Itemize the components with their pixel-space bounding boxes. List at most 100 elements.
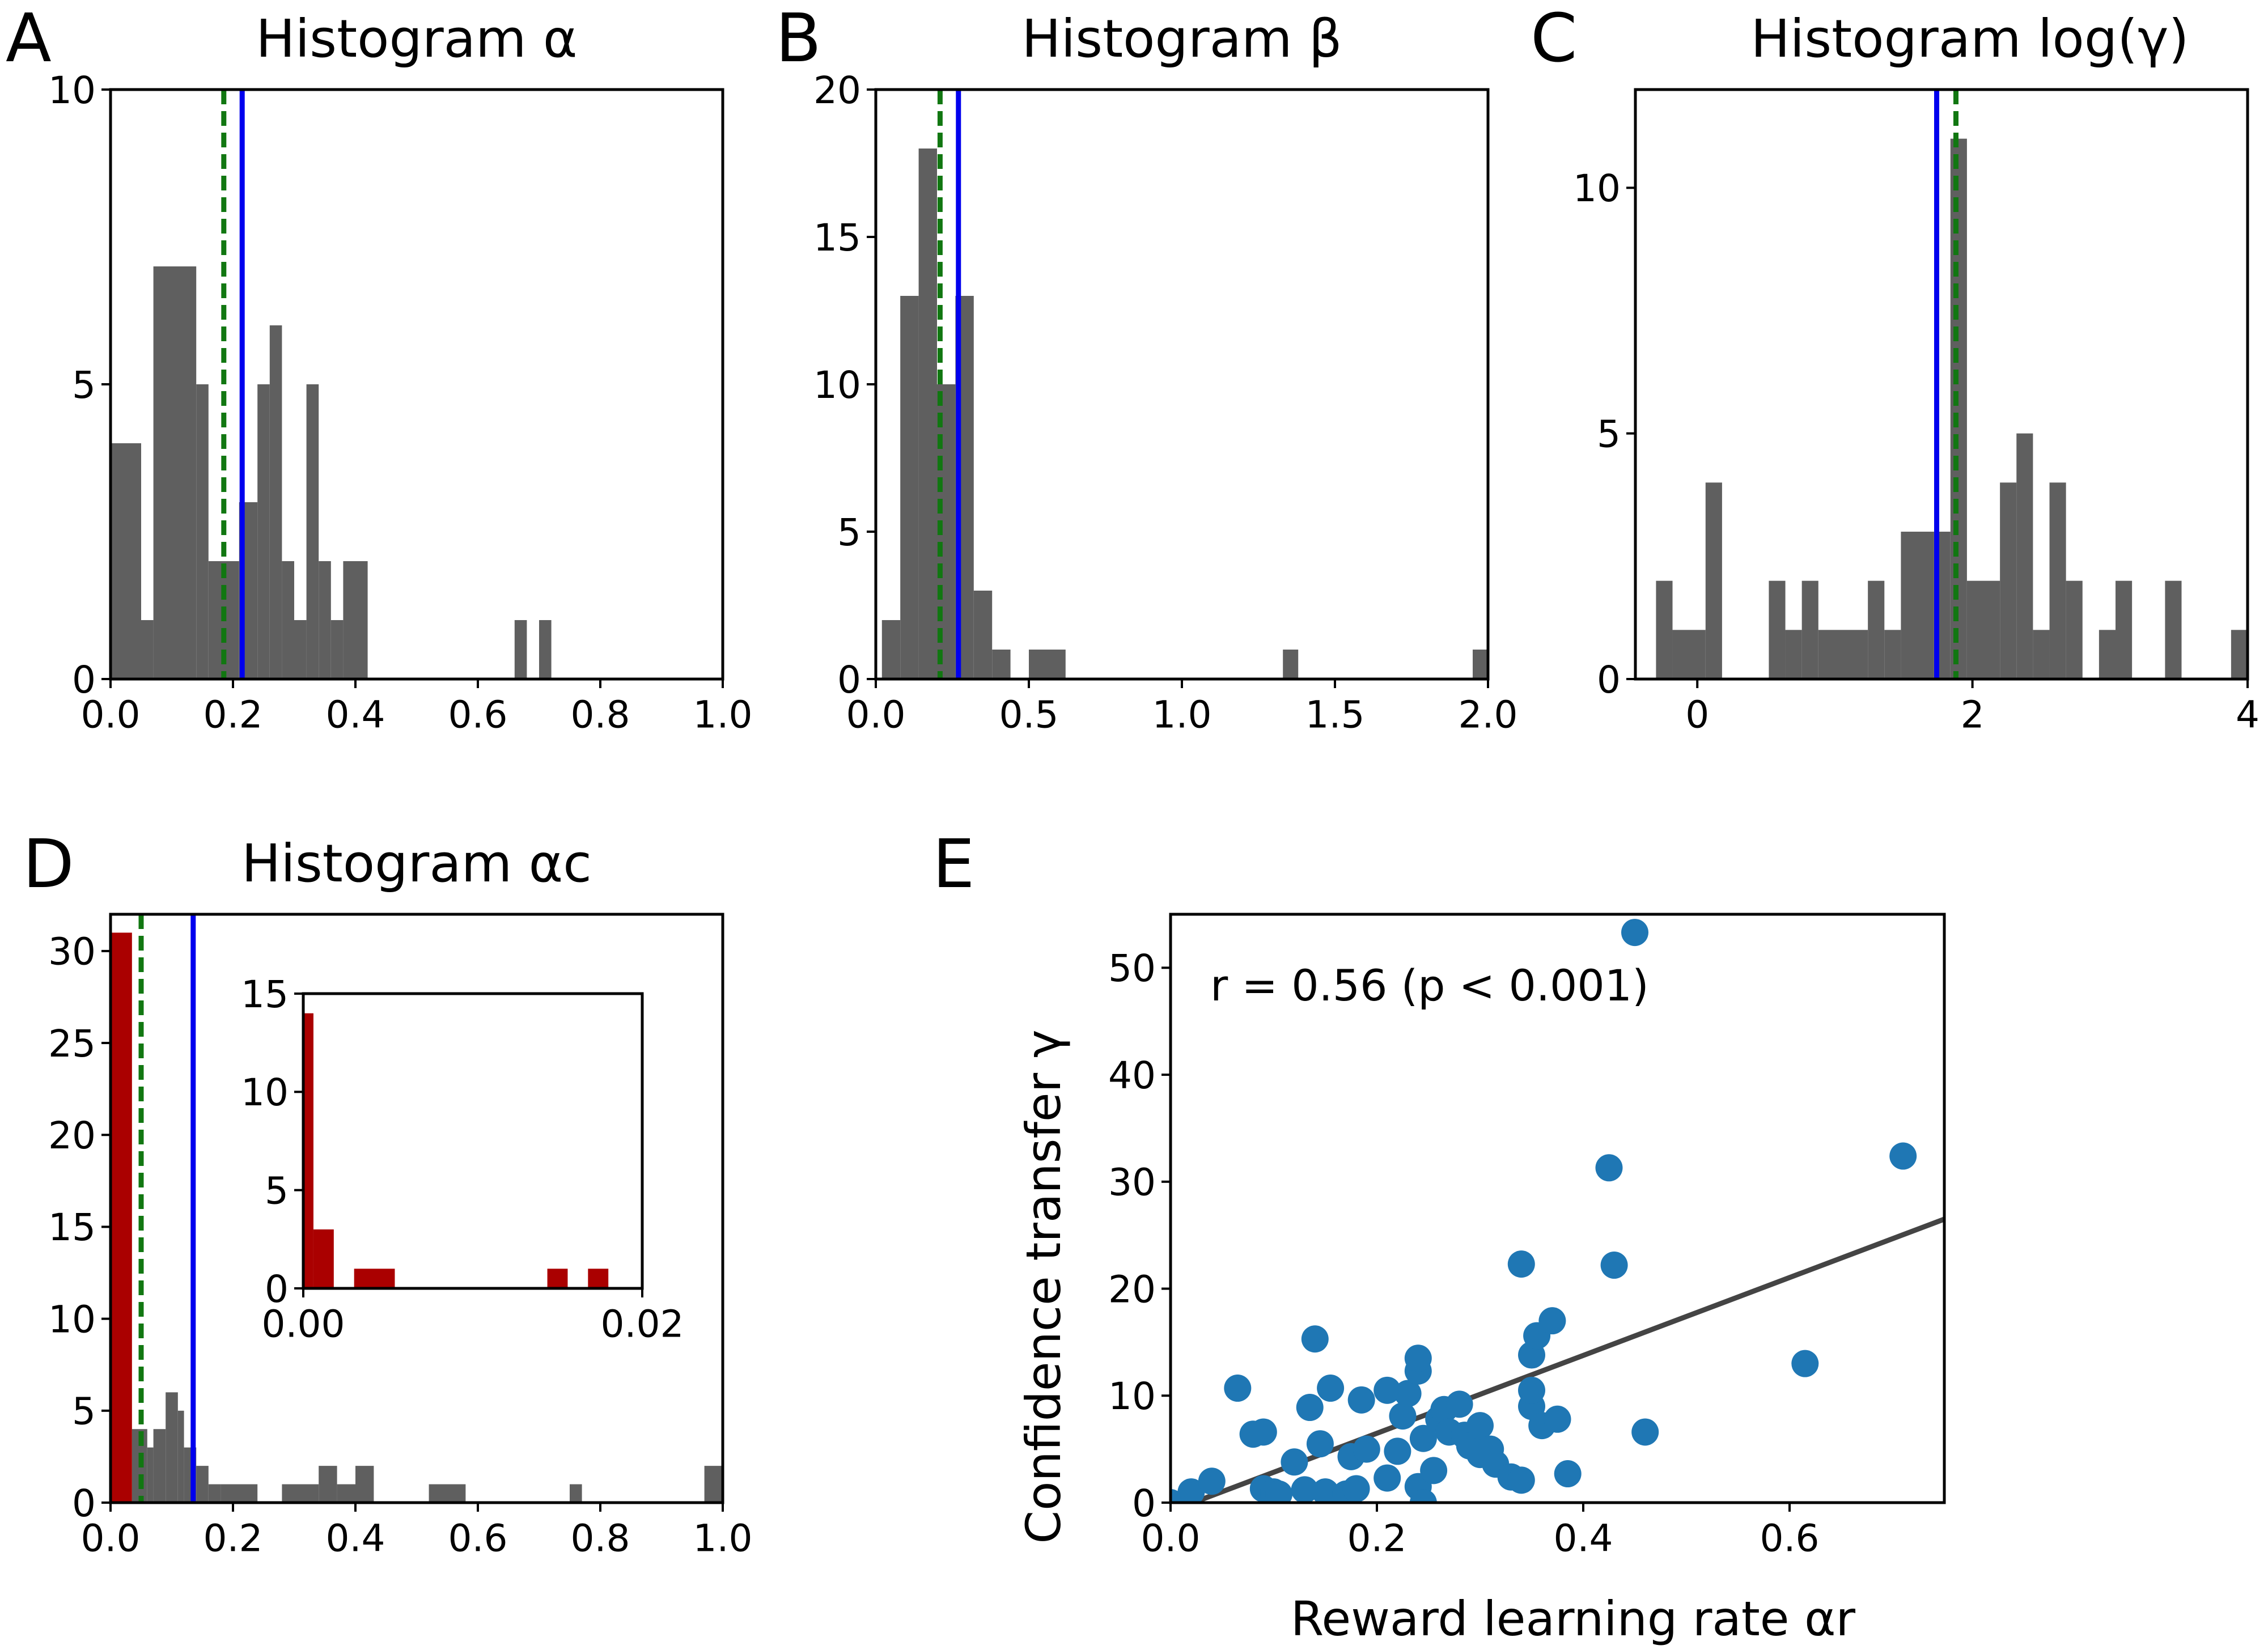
d-xtick-label-4: 0.8 [571, 1516, 630, 1560]
d-bar-7 [208, 1484, 221, 1503]
y-axis-label-e: Confidence transfer γ [1016, 1029, 1071, 1543]
d-ytick-label-3: 15 [48, 1206, 96, 1249]
scatter-point-11 [1296, 1394, 1324, 1422]
c-bar-12 [1966, 580, 2000, 679]
b-ytick-label-4: 20 [813, 69, 861, 112]
d-ytick-label-1: 5 [72, 1390, 96, 1433]
c-bar-3 [1769, 580, 1786, 679]
b-bar-9 [1473, 650, 1488, 679]
d-xtick-label-2: 0.4 [326, 1516, 385, 1560]
c-bar-21 [2231, 630, 2248, 679]
c-bar-8 [1884, 630, 1901, 679]
scatter-point-55 [1621, 919, 1648, 947]
c-bar-18 [2099, 630, 2116, 679]
d-bar-9 [282, 1484, 319, 1503]
scatter-point-15 [1317, 1375, 1345, 1402]
d-xtick-label-0: 0.0 [81, 1516, 141, 1560]
c-ytick-label-0: 0 [1597, 658, 1621, 702]
scatter-point-44 [1507, 1250, 1535, 1278]
c-xtick-label-1: 2 [1961, 693, 1985, 736]
b-xtick-label-2: 1.0 [1152, 693, 1212, 736]
c-bar-11 [1950, 138, 1967, 679]
inset-bar-small-1 [313, 1229, 334, 1288]
scatter-point-19 [1347, 1386, 1375, 1414]
a-xtick-label-3: 0.6 [448, 693, 508, 736]
c-bar-9 [1901, 532, 1934, 679]
scatter-point-1 [1177, 1478, 1205, 1503]
scatter-point-24 [1389, 1402, 1417, 1430]
d-ytick-label-0: 0 [72, 1482, 96, 1525]
a-bar-14 [514, 620, 527, 679]
a-xtick-label-2: 0.4 [326, 693, 385, 736]
a-xtick-label-0: 0.0 [81, 693, 141, 736]
d-bar-13 [429, 1484, 466, 1503]
scatter-point-27 [1404, 1344, 1432, 1372]
d-axes-frame [109, 913, 724, 1504]
c-xtick-label-0: 0 [1685, 693, 1709, 736]
inset-xtick-label-1: 0.02 [601, 1302, 684, 1346]
d-xtick-label-5: 1.0 [693, 1516, 753, 1560]
a-bar-2 [153, 266, 197, 679]
title-a: Histogram α [256, 9, 577, 69]
title-d: Histogram αc [241, 833, 592, 894]
x-axis-label-e: Reward learning rate αr [1291, 1591, 1856, 1647]
scatter-point-9 [1281, 1448, 1308, 1476]
scatter-points [1171, 919, 1944, 1503]
scatter-point-25 [1394, 1380, 1422, 1407]
d-bar-2 [153, 1429, 166, 1503]
inset-bar-small-4 [547, 1269, 568, 1288]
inset-xtick-label-0: 0.00 [262, 1302, 345, 1346]
scatter-point-20 [1353, 1435, 1380, 1463]
c-bar-16 [2049, 482, 2066, 679]
a-bar-13 [343, 561, 368, 679]
a-bar-11 [319, 561, 331, 679]
histogram-alpha-c: 0.0 0.2 0.4 0.6 0.8 1.0 0 5 10 15 20 25 30 [48, 913, 753, 1560]
scatter-point-14 [1312, 1478, 1339, 1503]
panel-letter-c: C [1531, 0, 1577, 77]
scatter-point-5 [1249, 1418, 1277, 1446]
title-c: Histogram log(γ) [1751, 9, 2189, 69]
d-bar-4 [177, 1410, 184, 1503]
b-bar-8 [1283, 650, 1299, 679]
e-xtick-label-0: 0.0 [1141, 1516, 1201, 1560]
b-bar-0 [881, 620, 901, 679]
c-xtick-label-2: 4 [2236, 693, 2259, 736]
d-bar-1 [147, 1447, 154, 1503]
scatter-point-22 [1373, 1376, 1401, 1404]
scatter-point-21 [1373, 1464, 1401, 1492]
a-xtick-label-1: 0.2 [204, 693, 263, 736]
inset-ytick-label-1: 5 [265, 1169, 289, 1212]
scatter-point-47 [1518, 1376, 1545, 1404]
b-bar-7 [1029, 650, 1066, 679]
b-ytick-label-3: 15 [813, 216, 861, 260]
a-bar-6 [257, 384, 270, 679]
e-xtick-label-2: 0.4 [1554, 1516, 1613, 1560]
d-ytick-label-5: 25 [48, 1022, 96, 1066]
scatter-point-35 [1445, 1390, 1473, 1418]
a-ytick-label-1: 5 [72, 363, 96, 407]
scatter-point-23 [1384, 1437, 1411, 1465]
c-bar-4 [1785, 630, 1802, 679]
scatter-point-10 [1291, 1476, 1319, 1503]
d-bar-6 [196, 1466, 209, 1503]
scatter-point-31 [1420, 1457, 1448, 1484]
d-xtick-label-1: 0.2 [204, 1516, 263, 1560]
c-axes-frame [1634, 88, 2249, 681]
b-bar-6 [992, 650, 1011, 679]
d-bar-12 [355, 1466, 374, 1503]
histogram-log-gamma: 0 2 4 0 5 10 [1573, 88, 2259, 736]
correlation-annotation: r = 0.56 (p < 0.001) [1210, 960, 1649, 1011]
a-bar-7 [269, 325, 282, 679]
scatter-point-43 [1507, 1466, 1535, 1494]
e-ytick-label-0: 0 [1132, 1482, 1156, 1525]
a-bar-10 [306, 384, 319, 679]
b-ytick-label-1: 5 [837, 511, 861, 554]
histogram-beta: 0.0 0.5 1.0 1.5 2.0 0 5 10 15 20 [813, 69, 1517, 737]
b-xtick-label-1: 0.5 [999, 693, 1059, 736]
c-ytick-label-1: 5 [1597, 412, 1621, 456]
panel-letter-d: D [23, 825, 74, 903]
a-xtick-label-4: 0.8 [571, 693, 630, 736]
scatter-point-52 [1554, 1460, 1582, 1488]
b-xtick-label-0: 0.0 [846, 693, 906, 736]
c-bar-13 [2000, 482, 2017, 679]
